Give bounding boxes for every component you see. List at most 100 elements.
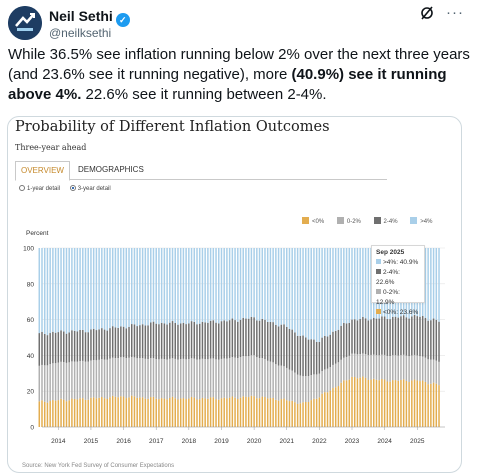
- legend-2-4[interactable]: 2-4%: [373, 217, 398, 225]
- bar-segment-<0%: [239, 397, 242, 427]
- tweet-text-part2: 22.6% see it running between 2-4%.: [81, 86, 327, 103]
- bar-segment-0-2%: [196, 359, 198, 400]
- bar-segment->4%: [68, 248, 70, 333]
- bar-segment-<0%: [130, 395, 133, 427]
- chart-title: Probability of Different Inflation Outco…: [15, 119, 330, 135]
- tab-overview[interactable]: Overview: [15, 161, 70, 181]
- chart-source: Source: New York Fed Survey of Consumer …: [22, 463, 175, 469]
- radio-3-year-icon[interactable]: [69, 185, 76, 191]
- bar-segment-2-4%: [52, 331, 54, 364]
- bar-segment-0-2%: [228, 357, 231, 398]
- bar-segment-2-4%: [258, 320, 261, 358]
- bar-segment-<0%: [373, 378, 375, 427]
- bar-segment->4%: [92, 248, 95, 329]
- bar-segment-2-4%: [383, 316, 386, 355]
- bar-segment-<0%: [392, 380, 394, 427]
- bar-segment-<0%: [209, 397, 212, 427]
- grok-icon[interactable]: [420, 5, 434, 26]
- bar-segment-0-2%: [438, 361, 440, 386]
- bar-segment-0-2%: [125, 358, 128, 399]
- bar-segment-0-2%: [247, 356, 250, 398]
- author-handle[interactable]: @neilksethi: [49, 26, 112, 40]
- bar-segment-0-2%: [337, 362, 340, 387]
- legend-lt0[interactable]: <0%: [302, 217, 324, 225]
- more-icon[interactable]: ···: [446, 4, 464, 21]
- bar-segment-<0%: [87, 399, 89, 427]
- bar-segment-2-4%: [84, 332, 87, 362]
- bar-segment-0-2%: [280, 365, 283, 400]
- bar-segment-2-4%: [207, 322, 209, 360]
- bar-segment->4%: [84, 248, 87, 333]
- bar-segment-2-4%: [334, 330, 337, 364]
- bar-segment-0-2%: [147, 359, 149, 399]
- bar-segment-<0%: [71, 398, 73, 427]
- bar-segment-<0%: [141, 397, 144, 427]
- radio-1-year[interactable]: 1-year detail: [19, 185, 60, 192]
- bar-segment-<0%: [106, 398, 109, 427]
- bar-segment-<0%: [424, 381, 427, 427]
- bar-segment-0-2%: [261, 358, 264, 397]
- bar-segment-<0%: [332, 388, 334, 427]
- bar-segment->4%: [291, 248, 293, 330]
- y-tick-label: 100: [23, 246, 34, 253]
- bar-segment-0-2%: [305, 376, 307, 403]
- bar-segment-<0%: [144, 398, 147, 427]
- radio-3-year[interactable]: 3-year detail: [69, 185, 111, 192]
- bar-segment-2-4%: [359, 319, 361, 354]
- bar-segment->4%: [302, 248, 304, 336]
- bar-segment-<0%: [294, 402, 296, 427]
- bar-segment-2-4%: [141, 324, 144, 359]
- chart-card[interactable]: Probability of Different Inflation Outco…: [7, 116, 462, 473]
- bar-segment-0-2%: [38, 365, 41, 402]
- bar-segment-<0%: [419, 381, 421, 427]
- bar-segment-<0%: [46, 402, 49, 427]
- radio-1-year-icon[interactable]: [19, 185, 25, 191]
- bar-segment-0-2%: [373, 354, 375, 379]
- bar-segment-2-4%: [272, 322, 274, 363]
- bar-segment-<0%: [275, 399, 277, 427]
- detail-radios: 1-year detail 3-year detail: [19, 185, 119, 192]
- bar-segment-2-4%: [245, 318, 247, 357]
- bar-segment-2-4%: [174, 322, 176, 359]
- bar-segment-0-2%: [315, 374, 318, 399]
- bar-segment-0-2%: [46, 365, 49, 403]
- bar-segment-2-4%: [411, 316, 413, 356]
- legend-gt4[interactable]: >4%: [410, 217, 432, 225]
- bar-segment->4%: [101, 248, 103, 329]
- bar-segment-0-2%: [370, 354, 372, 380]
- author-name[interactable]: Neil Sethi ✓: [49, 8, 130, 27]
- bar-segment-0-2%: [269, 361, 272, 399]
- bar-segment-<0%: [313, 398, 315, 427]
- bar-segment-2-4%: [144, 325, 147, 359]
- bar-segment-0-2%: [163, 359, 166, 399]
- avatar[interactable]: [8, 6, 42, 40]
- bar-segment->4%: [258, 248, 261, 321]
- bar-segment-0-2%: [60, 361, 62, 399]
- bar-segment-<0%: [82, 398, 84, 427]
- legend-0-2[interactable]: 0-2%: [336, 217, 361, 225]
- bar-segment-2-4%: [242, 317, 244, 357]
- bar-segment-2-4%: [147, 325, 149, 360]
- bar-segment->4%: [207, 248, 209, 323]
- bar-segment-0-2%: [239, 357, 242, 398]
- bar-segment->4%: [188, 248, 190, 324]
- author-name-text[interactable]: Neil Sethi: [49, 8, 113, 24]
- tab-demographics[interactable]: Demographics: [78, 165, 144, 174]
- bar-segment-<0%: [329, 390, 331, 427]
- bar-segment->4%: [435, 248, 438, 320]
- bar-segment-2-4%: [204, 322, 206, 360]
- bar-segment-<0%: [362, 376, 364, 427]
- bar-segment-0-2%: [400, 355, 402, 380]
- bar-segment->4%: [147, 248, 149, 326]
- bar-segment-2-4%: [351, 319, 353, 354]
- bar-segment->4%: [296, 248, 299, 336]
- bar-segment->4%: [185, 248, 187, 325]
- bar-segment-0-2%: [283, 366, 285, 399]
- bar-segment-0-2%: [52, 363, 54, 401]
- bar-segment-2-4%: [133, 324, 136, 358]
- bar-segment->4%: [343, 248, 345, 323]
- bar-segment-0-2%: [171, 358, 174, 397]
- bar-segment-0-2%: [381, 354, 383, 380]
- bar-segment-0-2%: [321, 371, 323, 394]
- bar-segment-<0%: [302, 402, 304, 427]
